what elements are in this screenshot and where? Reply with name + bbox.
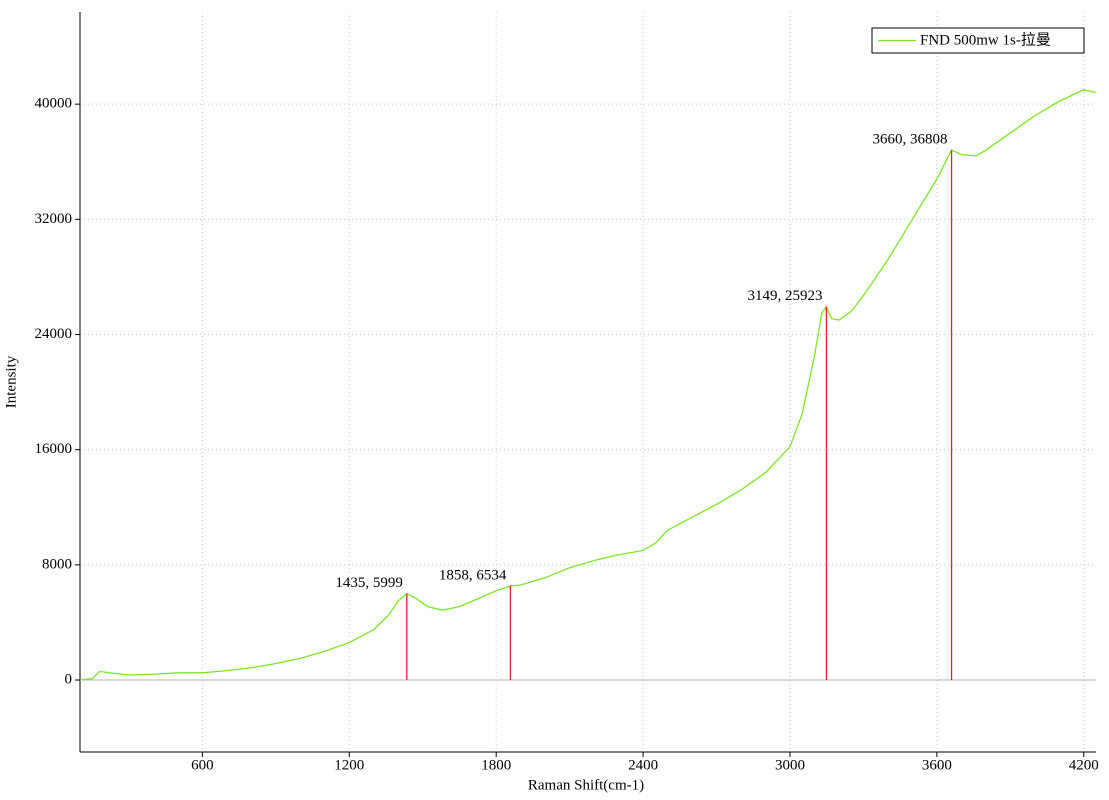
y-tick-label: 8000 [42, 556, 72, 572]
peak-label: 3660, 36808 [873, 132, 948, 148]
x-tick-label: 2400 [628, 757, 658, 773]
y-tick-label: 32000 [35, 211, 73, 227]
x-tick-label: 1800 [481, 757, 511, 773]
x-tick-label: 3000 [775, 757, 805, 773]
line-series [79, 89, 1097, 681]
y-axis-label: Intensity [3, 355, 19, 408]
x-tick-label: 4200 [1069, 757, 1099, 773]
legend-label: FND 500mw 1s-拉曼 [920, 31, 1051, 48]
x-tick-label: 1200 [334, 757, 364, 773]
peak-label: 1858, 6534 [439, 567, 507, 583]
x-tick-label: 600 [191, 757, 214, 773]
y-tick-label: 40000 [35, 96, 73, 112]
peak-label: 3149, 25923 [747, 288, 822, 304]
y-tick-label: 16000 [35, 441, 73, 457]
peak-label: 1435, 5999 [335, 575, 403, 591]
y-tick-label: 0 [65, 671, 73, 687]
x-tick-label: 3600 [922, 757, 952, 773]
x-axis-label: Raman Shift(cm-1) [528, 777, 644, 793]
y-tick-label: 24000 [35, 326, 73, 342]
